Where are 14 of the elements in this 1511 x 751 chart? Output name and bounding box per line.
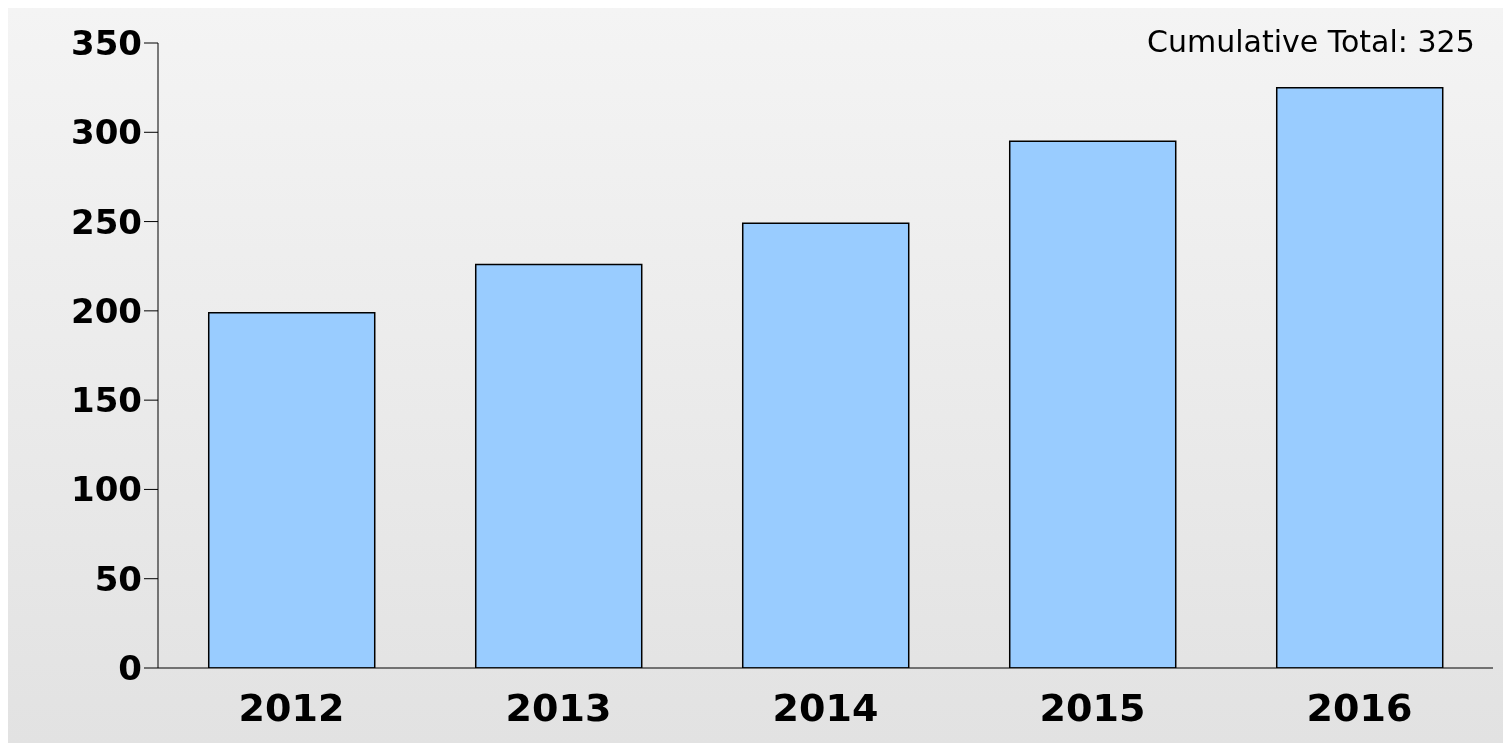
- y-tick-label: 250: [71, 201, 142, 242]
- y-tick-label: 50: [94, 558, 142, 599]
- y-tick-label: 200: [71, 290, 142, 331]
- x-tick-label: 2015: [1039, 685, 1146, 730]
- x-tick-label: 2012: [238, 685, 345, 730]
- x-tick-label: 2016: [1306, 685, 1413, 730]
- y-tick-label: 300: [71, 112, 142, 153]
- y-tick-label: 150: [71, 380, 142, 421]
- x-tick-label: 2014: [772, 685, 879, 730]
- y-tick-label: 350: [71, 23, 142, 64]
- annotation: Cumulative Total: 325: [1147, 23, 1475, 59]
- y-tick-label: 100: [71, 469, 142, 510]
- y-tick-label: 0: [118, 648, 142, 689]
- x-tick-label: 2013: [505, 685, 612, 730]
